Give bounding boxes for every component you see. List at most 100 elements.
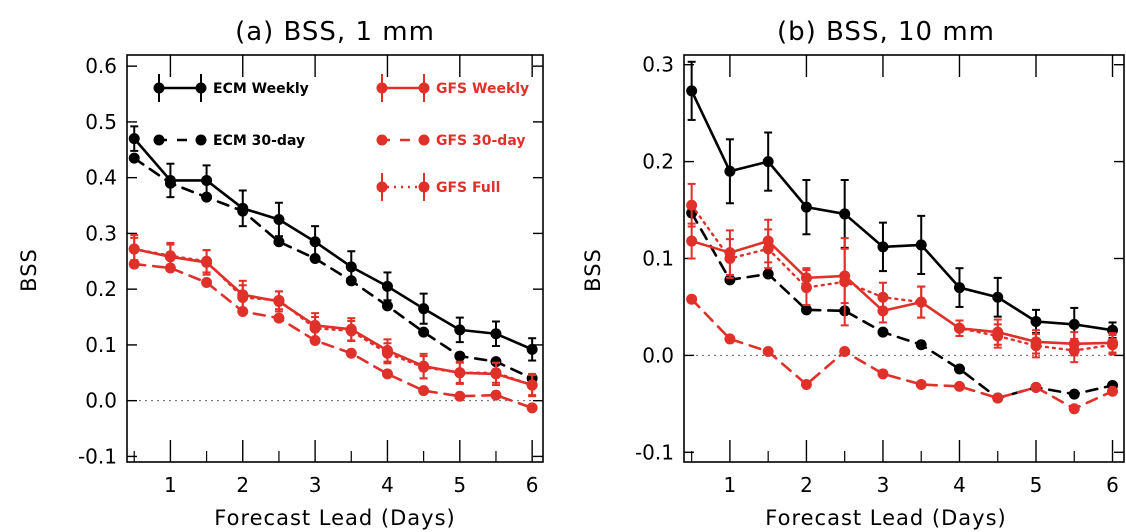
x-tick-label: 1 (724, 473, 737, 497)
data-point (686, 293, 698, 305)
data-point (381, 280, 393, 292)
data-point (1068, 388, 1080, 400)
data-point (454, 390, 466, 402)
x-tick-label: 2 (236, 473, 249, 497)
chart-title-a: (a) BSS, 1 mm (235, 17, 435, 47)
legend-marker (376, 134, 388, 146)
panel-a: (a) BSS, 1 mm Forecast Lead (Days) BSS 1… (17, 17, 544, 530)
legend-label: GFS Weekly (436, 81, 529, 97)
data-point (128, 133, 140, 145)
data-point (237, 305, 249, 317)
y-axis-label-a: BSS (17, 248, 41, 292)
y-tick-label: 0.5 (85, 110, 117, 134)
data-point (418, 303, 430, 315)
x-tick-label: 6 (526, 473, 539, 497)
data-point (201, 191, 213, 203)
data-point (526, 343, 538, 355)
data-point (915, 339, 927, 351)
data-point (128, 243, 140, 255)
data-point (237, 205, 249, 217)
data-point (526, 379, 538, 391)
data-point (273, 294, 285, 306)
y-tick-label: -0.1 (78, 444, 117, 468)
data-point (381, 347, 393, 359)
data-point (953, 282, 965, 294)
data-point (839, 276, 851, 288)
data-point (762, 243, 774, 255)
data-point (839, 208, 851, 220)
y-tick-label: 0.0 (642, 343, 674, 367)
plot-area-b: 1 2 3 4 5 6 -0.1 0.0 0.1 0.2 0.3 (635, 53, 1124, 497)
y-tick-label: 0.2 (85, 277, 117, 301)
data-point (877, 368, 889, 380)
data-point (800, 304, 812, 316)
data-point (273, 312, 285, 324)
data-point (1030, 381, 1042, 393)
legend-a: ECM Weekly ECM 30-day GFS Weekly GFS 30-day… (153, 74, 529, 201)
data-point (992, 392, 1004, 404)
data-point (1068, 318, 1080, 330)
plot-area-a: 1 2 3 4 5 6 -0.1 0.0 0.1 0.2 0.3 0.4 0.5 0.6 (78, 54, 543, 497)
legend-label: ECM 30-day (213, 133, 305, 149)
data-point (237, 292, 249, 304)
data-point (953, 322, 965, 334)
data-point (953, 380, 965, 392)
data-point (381, 368, 393, 380)
data-point (686, 85, 698, 97)
data-point (381, 300, 393, 312)
series-line-ecm-weekly (690, 89, 1114, 332)
axes-frame-b (683, 54, 1125, 463)
y-tick-label: 0.2 (642, 150, 674, 174)
data-point (164, 250, 176, 262)
data-point (418, 361, 430, 373)
y-tick-label: 0.1 (642, 247, 674, 271)
x-tick-label: 1 (164, 473, 177, 497)
data-point (345, 347, 357, 359)
y-tick-label: 0.3 (85, 221, 117, 245)
data-point (724, 165, 736, 177)
data-point (490, 328, 502, 340)
chart-title-b: (b) BSS, 10 mm (777, 17, 995, 47)
x-tick-label: 6 (1106, 473, 1119, 497)
data-point (953, 363, 965, 375)
x-tick-label: 2 (800, 473, 813, 497)
data-point (762, 268, 774, 280)
x-tick-label: 3 (877, 473, 890, 497)
series-line-ecm-weekly (132, 137, 534, 351)
series-line-gfs-full (690, 204, 1114, 352)
data-point (273, 236, 285, 248)
data-point (992, 291, 1004, 303)
legend-marker (418, 134, 430, 146)
data-point (128, 258, 140, 270)
data-point (454, 350, 466, 362)
data-point (915, 296, 927, 308)
data-point (1030, 340, 1042, 352)
legend-label: ECM Weekly (213, 81, 309, 97)
data-point (273, 213, 285, 225)
data-point (490, 367, 502, 379)
legend-label: GFS 30-day (436, 133, 525, 149)
data-point (345, 325, 357, 337)
data-point (201, 255, 213, 267)
data-point (1107, 339, 1119, 351)
data-point (877, 326, 889, 338)
data-point (800, 201, 812, 213)
x-tick-label: 3 (309, 473, 322, 497)
legend-label: GFS Full (436, 180, 500, 196)
y-axis-label-b: BSS (581, 248, 605, 292)
series-line-ecm-30-day (132, 156, 534, 380)
data-point (490, 356, 502, 368)
data-point (915, 239, 927, 251)
legend-marker (153, 134, 165, 146)
data-point (128, 152, 140, 164)
data-point (164, 262, 176, 274)
data-point (839, 346, 851, 358)
data-point (1107, 385, 1119, 397)
legend-marker (195, 134, 207, 146)
y-tick-label: 0.6 (85, 54, 117, 78)
data-point (345, 275, 357, 287)
data-point (454, 324, 466, 336)
data-point (1030, 315, 1042, 327)
data-point (724, 333, 736, 345)
series-line-gfs-30-day (132, 262, 534, 410)
